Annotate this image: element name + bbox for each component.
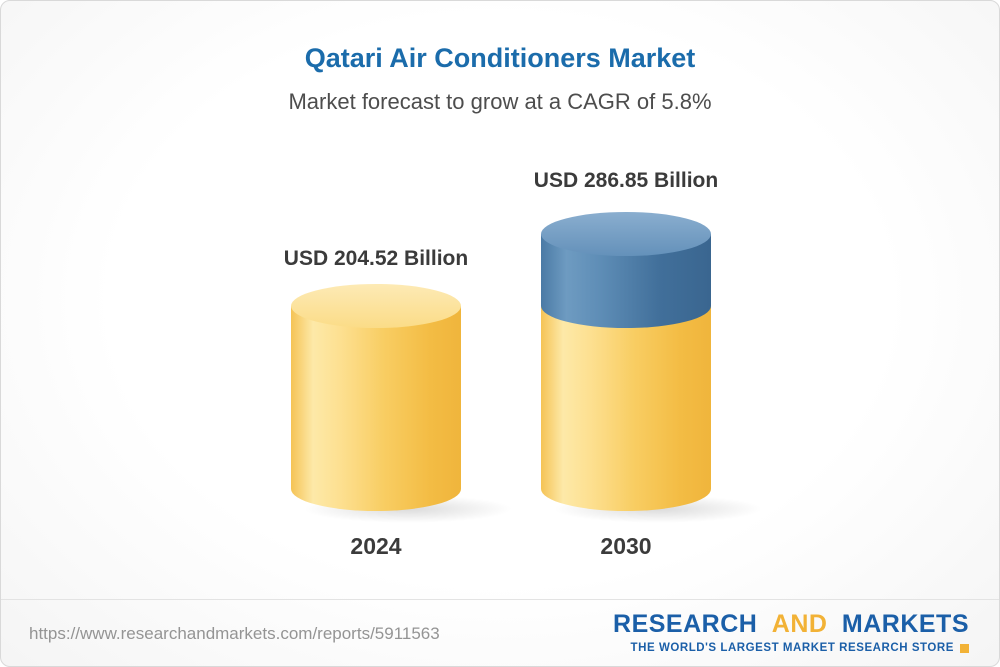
footer: https://www.researchandmarkets.com/repor… (1, 599, 999, 666)
chart-subtitle: Market forecast to grow at a CAGR of 5.8… (288, 89, 712, 114)
bar-2024-cylinder (291, 306, 461, 511)
logo-tagline-text: THE WORLD'S LARGEST MARKET RESEARCH STOR… (630, 642, 954, 654)
research-and-markets-logo: RESEARCH AND MARKETS THE WORLD'S LARGEST… (613, 610, 969, 654)
value-label-2024: USD 204.52 Billion (283, 247, 469, 270)
bar-2024-cylinder-top (291, 284, 461, 328)
logo-word-and: AND (771, 610, 828, 638)
logo-square-icon (960, 643, 969, 653)
bar-2030-cylinder-top (541, 212, 711, 256)
value-label-2030: USD 286.85 Billion (533, 169, 719, 192)
logo-wordmark: RESEARCH AND MARKETS (613, 610, 969, 639)
bar-2030-base-segment (541, 306, 711, 511)
x-axis-label-2024: 2024 (350, 533, 402, 559)
report-url: https://www.researchandmarkets.com/repor… (29, 624, 440, 643)
logo-tagline: THE WORLD'S LARGEST MARKET RESEARCH STOR… (613, 642, 969, 654)
x-axis-label-2030: 2030 (600, 533, 652, 559)
page-title: Qatari Air Conditioners Market (304, 43, 696, 73)
logo-word-markets: MARKETS (841, 610, 969, 638)
logo-word-research: RESEARCH (613, 610, 758, 638)
